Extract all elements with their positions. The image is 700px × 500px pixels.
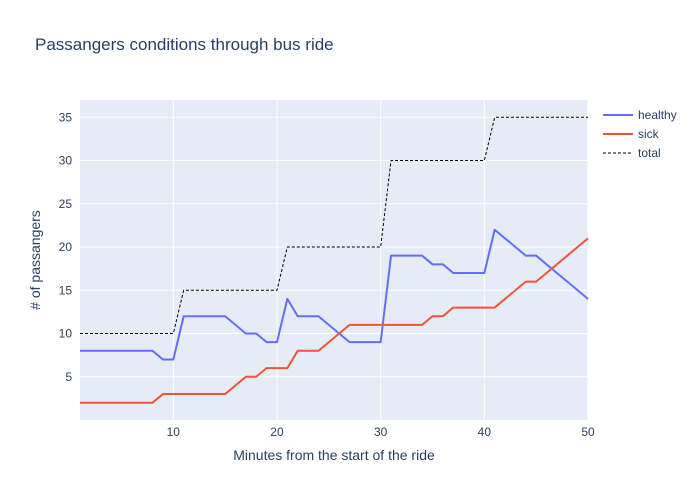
legend-label: total — [638, 146, 661, 160]
tick-labels: 5 10 15 20 25 30 35 10 20 30 40 50 — [59, 110, 595, 439]
series-lines — [80, 116, 589, 404]
chart-title: Passangers conditions through bus ride — [35, 35, 334, 54]
y-axis-title: # of passangers — [27, 210, 43, 310]
grid-lines — [80, 100, 589, 420]
plot-area — [80, 100, 588, 420]
legend[interactable]: healthy sick total — [603, 108, 677, 160]
legend-label: healthy — [638, 108, 677, 122]
series-line-total — [80, 116, 588, 335]
x-tick-label: 50 — [581, 425, 595, 439]
y-tick-label: 35 — [59, 110, 73, 124]
legend-item-healthy[interactable]: healthy — [603, 108, 677, 122]
y-tick-label: 15 — [59, 283, 73, 297]
series-line-healthy — [80, 228, 589, 361]
y-tick-label: 5 — [65, 370, 72, 384]
y-tick-label: 25 — [59, 197, 73, 211]
y-tick-label: 10 — [59, 327, 73, 341]
x-tick-label: 40 — [478, 425, 492, 439]
legend-item-sick[interactable]: sick — [603, 127, 660, 141]
x-tick-label: 30 — [374, 425, 388, 439]
x-tick-label: 20 — [270, 425, 284, 439]
legend-item-total[interactable]: total — [603, 146, 661, 160]
y-tick-label: 20 — [59, 240, 73, 254]
x-axis-title: Minutes from the start of the ride — [233, 447, 435, 463]
series-line-sick — [80, 237, 589, 404]
legend-label: sick — [638, 127, 660, 141]
y-tick-label: 30 — [59, 154, 73, 168]
x-tick-label: 10 — [167, 425, 181, 439]
